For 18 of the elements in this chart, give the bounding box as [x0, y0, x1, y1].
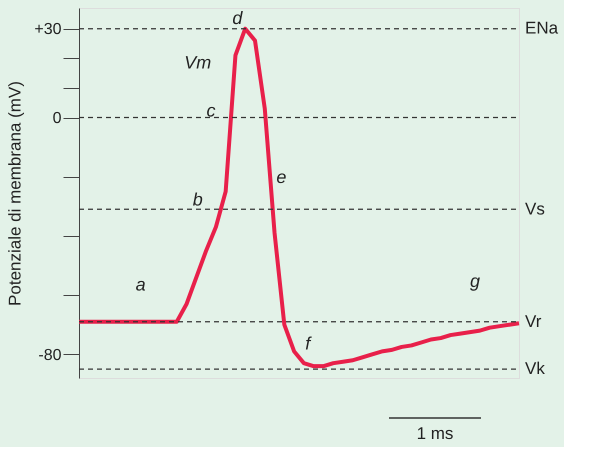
annotation: f: [305, 334, 312, 354]
annotation: g: [470, 270, 480, 291]
y-tick-label: -80: [38, 346, 62, 364]
y-tick-label: +30: [34, 21, 62, 38]
annotation: e: [276, 167, 286, 188]
line-series: [77, 26, 521, 368]
ref-line-label: Vr: [525, 312, 542, 331]
ref-line-label: Vk: [525, 359, 546, 378]
annotation: Vm: [184, 52, 212, 72]
y-axis-title: Potenziale di membrana (mV): [5, 81, 24, 306]
annotation: a: [136, 274, 146, 294]
y-tick-label: 0: [52, 110, 62, 128]
annotation: b: [192, 189, 203, 210]
ref-line-label: Vs: [525, 199, 545, 218]
annotation: c: [206, 100, 216, 121]
ref-line-label: ENa: [525, 18, 559, 38]
text: 1 ms: [416, 424, 454, 443]
annotation: d: [232, 8, 244, 28]
